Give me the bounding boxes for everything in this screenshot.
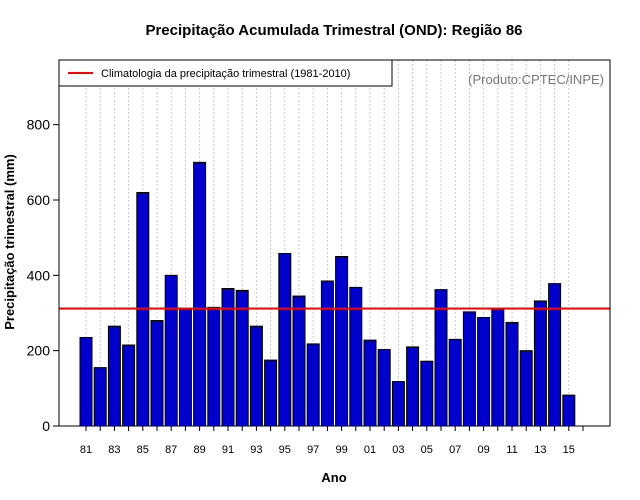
bar-99 [335, 256, 349, 427]
bar-13 [533, 300, 547, 427]
bar-94 [264, 359, 278, 427]
bar-83 [107, 325, 121, 427]
bar-15 [562, 394, 576, 427]
bar-11 [505, 321, 519, 427]
legend: Climatologia da precipitação trimestral … [58, 59, 393, 87]
x-tick-label: 99 [335, 444, 347, 456]
x-tick-label: 87 [165, 444, 177, 456]
bar-81 [79, 336, 93, 427]
bar-12 [519, 350, 533, 427]
x-tick-label: 05 [421, 444, 433, 456]
y-axis-label: Precipitação trimestral (mm) [2, 154, 17, 330]
bar-88 [178, 308, 192, 427]
legend-label: Climatologia da precipitação trimestral … [101, 68, 350, 80]
bar-03 [391, 381, 405, 427]
bar-92 [235, 289, 249, 427]
x-tick-label: 07 [449, 444, 461, 456]
bar-90 [207, 306, 221, 427]
bar-01 [363, 339, 377, 427]
y-tick-label: 200 [27, 343, 51, 359]
x-tick-label: 03 [392, 444, 404, 456]
x-tick-label: 93 [250, 444, 262, 456]
bar-06 [434, 289, 448, 427]
bar-93 [249, 325, 263, 427]
x-tick-label: 91 [222, 444, 234, 456]
x-tick-label: 97 [307, 444, 319, 456]
bar-10 [491, 308, 505, 427]
bar-02 [377, 349, 391, 427]
bar-05 [420, 360, 434, 427]
bar-89 [193, 161, 207, 427]
bar-07 [448, 338, 462, 427]
bar-09 [477, 317, 491, 427]
x-axis-label: Ano [321, 470, 346, 485]
bar-96 [292, 295, 306, 427]
bar-14 [548, 283, 562, 427]
bar-98 [320, 280, 334, 427]
x-tick-label: 89 [193, 444, 205, 456]
bar-87 [164, 274, 178, 427]
bar-82 [93, 367, 107, 427]
bar-97 [306, 343, 320, 427]
x-tick-label: 11 [506, 444, 517, 456]
bar-84 [122, 344, 136, 427]
bar-86 [150, 320, 164, 427]
x-tick-label: 13 [534, 444, 546, 456]
x-tick-label: 83 [108, 444, 120, 456]
chart-title: Precipitação Acumulada Trimestral (OND):… [145, 22, 522, 39]
x-tick-label: 15 [563, 444, 575, 456]
x-tick-label: 09 [477, 444, 489, 456]
legend-box [58, 59, 393, 87]
y-axis: 0 200 400 600 800 [27, 117, 59, 434]
y-tick-label: 400 [27, 267, 51, 283]
bar-95 [278, 252, 292, 427]
y-tick-label: 800 [27, 117, 51, 133]
x-tick-label: 95 [279, 444, 291, 456]
bar-08 [462, 311, 476, 427]
x-tick-label: 81 [80, 444, 92, 456]
y-tick-label: 0 [42, 418, 50, 434]
y-tick-label: 600 [27, 192, 51, 208]
bar-04 [406, 346, 420, 427]
x-tick-label: 85 [137, 444, 149, 456]
x-tick-label: 01 [364, 444, 376, 456]
x-axis: 81 83 85 87 89 91 93 95 97 99 01 03 05 07 09 11 13 15 [80, 426, 584, 456]
credit-text: (Produto:CPTEC/INPE) [468, 72, 604, 87]
